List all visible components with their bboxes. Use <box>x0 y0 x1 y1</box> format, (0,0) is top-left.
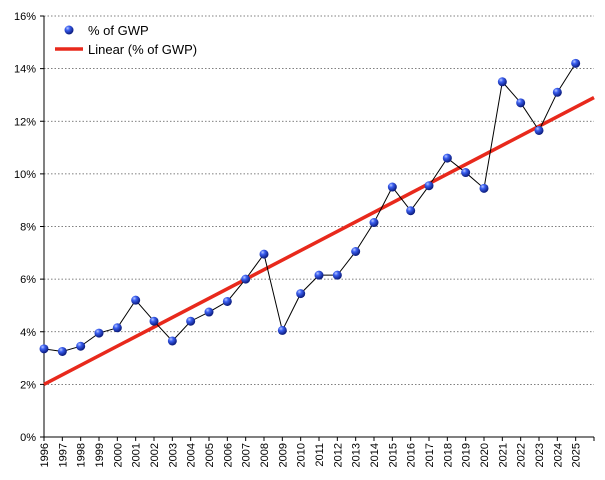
x-tick-label: 2014 <box>369 443 381 467</box>
data-point <box>534 125 544 135</box>
legend-trend-label: Linear (% of GWP) <box>88 42 197 57</box>
gridlines <box>44 15 594 385</box>
legend-series-marker <box>64 25 74 35</box>
data-point <box>296 289 306 299</box>
x-tick-label: 1997 <box>57 443 69 467</box>
x-tick-label: 2023 <box>534 443 546 467</box>
data-point <box>131 295 141 305</box>
data-point <box>259 249 269 259</box>
data-point <box>479 183 489 193</box>
x-tick-label: 2015 <box>387 443 399 467</box>
data-point <box>167 336 177 346</box>
x-tick-label: 2005 <box>204 443 216 467</box>
data-point <box>149 316 159 326</box>
x-tick-label: 2006 <box>222 443 234 467</box>
data-point <box>497 77 507 87</box>
x-tick-label: 2016 <box>406 443 418 467</box>
y-tick-label: 12% <box>14 116 36 128</box>
data-point <box>277 325 287 335</box>
data-point <box>424 181 434 191</box>
axes <box>40 15 595 441</box>
data-point <box>186 316 196 326</box>
y-tick-label: 6% <box>20 274 36 286</box>
y-tick-label: 14% <box>14 64 36 76</box>
data-point <box>94 328 104 338</box>
data-point <box>406 206 416 216</box>
x-tick-label: 2024 <box>552 443 564 467</box>
x-tick-label: 2004 <box>186 443 198 467</box>
x-tick-label: 2000 <box>112 443 124 467</box>
x-tick-label: 2008 <box>259 443 271 467</box>
y-tick-label: 16% <box>14 11 36 23</box>
y-tick-label: 8% <box>20 222 36 234</box>
y-tick-label: 0% <box>20 432 36 444</box>
x-tick-label: 1999 <box>94 443 106 467</box>
data-point <box>222 296 232 306</box>
data-point <box>516 98 526 108</box>
data-point <box>351 246 361 256</box>
data-point <box>112 323 122 333</box>
data-point <box>552 87 562 97</box>
x-tick-label: 2002 <box>149 443 161 467</box>
legend-series-label: % of GWP <box>88 23 149 38</box>
trend-line-layer <box>43 96 595 386</box>
x-tick-label: 1998 <box>76 443 88 467</box>
x-tick-label: 2018 <box>442 443 454 467</box>
x-tick-labels: 1996 1997 1998 1999 2000 2001 2002 2003 2004 2005… <box>39 443 583 467</box>
y-tick-label: 10% <box>14 169 36 181</box>
data-point <box>369 218 379 228</box>
data-point <box>314 270 324 280</box>
data-point <box>571 58 581 68</box>
x-tick-label: 2017 <box>424 443 436 467</box>
x-tick-label: 2003 <box>167 443 179 467</box>
trend-line <box>43 96 595 386</box>
x-tick-label: 2009 <box>277 443 289 467</box>
x-tick-label: 2007 <box>241 443 253 467</box>
data-point <box>461 168 471 178</box>
y-tick-labels: 0% 2% 4% 6% 8% 10% 12% 14% 16% <box>14 11 36 444</box>
x-tick-label: 2013 <box>351 443 363 467</box>
data-point <box>241 274 251 284</box>
data-point <box>442 153 452 163</box>
x-tick-label: 2025 <box>571 443 583 467</box>
x-tick-label: 2001 <box>131 443 143 467</box>
data-point <box>204 307 214 317</box>
x-tick-label: 2020 <box>479 443 491 467</box>
series-layer <box>39 58 581 356</box>
x-tick-label: 2011 <box>314 443 326 467</box>
y-tick-label: 2% <box>20 379 36 391</box>
data-point <box>387 182 397 192</box>
data-point <box>76 341 86 351</box>
x-tick-label: 2012 <box>332 443 344 467</box>
series-line <box>43 63 577 352</box>
x-tick-label: 2010 <box>296 443 308 467</box>
x-tick-label: 2022 <box>516 443 528 467</box>
data-point <box>332 270 342 280</box>
y-tick-label: 4% <box>20 327 36 339</box>
data-point <box>57 346 67 356</box>
legend: % of GWP Linear (% of GWP) <box>55 23 197 57</box>
data-point <box>39 344 49 354</box>
x-tick-label: 2021 <box>497 443 509 467</box>
x-tick-label: 2019 <box>461 443 473 467</box>
x-tick-label: 1996 <box>39 443 51 467</box>
